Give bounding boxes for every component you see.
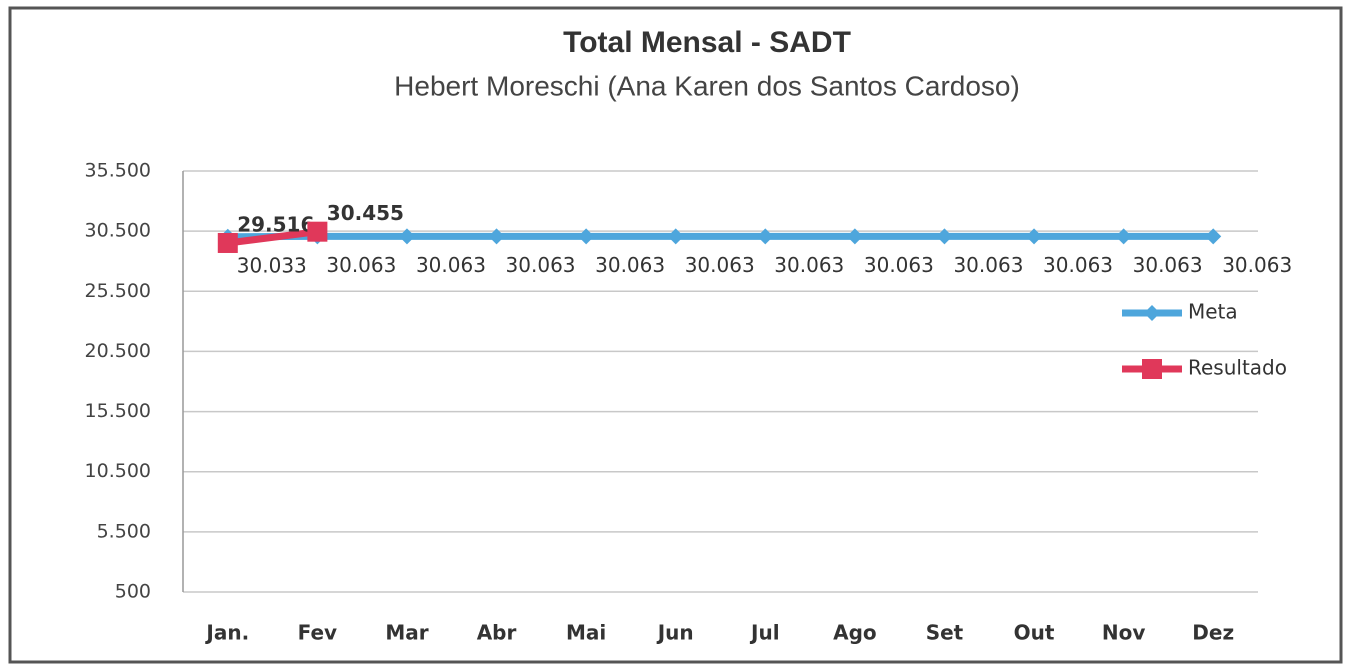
legend-label: Resultado	[1188, 356, 1287, 380]
data-label: 30.063	[685, 253, 755, 277]
legend-marker	[1142, 359, 1162, 379]
marker	[488, 228, 505, 245]
marker	[667, 228, 684, 245]
y-tick-label: 5.500	[97, 520, 151, 542]
x-tick-label: Mar	[385, 621, 428, 645]
data-label: 30.063	[326, 253, 396, 277]
y-tick-label: 25.500	[85, 280, 151, 302]
y-tick-label: 15.500	[85, 400, 151, 422]
marker	[757, 228, 774, 245]
y-tick-label: 500	[115, 581, 151, 603]
y-tick-label: 20.500	[85, 340, 151, 362]
x-tick-label: Nov	[1102, 621, 1146, 645]
y-tick-label: 35.500	[85, 160, 151, 182]
data-label: 30.063	[1043, 253, 1113, 277]
x-tick-label: Jun	[656, 621, 694, 645]
data-label: 30.063	[774, 253, 844, 277]
chart-frame	[8, 6, 1343, 664]
data-label: 30.063	[1133, 253, 1203, 277]
y-tick-label: 10.500	[85, 460, 151, 482]
marker	[217, 232, 238, 253]
x-tick-label: Abr	[477, 621, 517, 645]
x-tick-label: Mai	[566, 621, 606, 645]
data-label: 30.063	[416, 253, 486, 277]
x-tick-label: Dez	[1192, 621, 1234, 645]
chart-title: Total Mensal - SADT	[563, 26, 851, 59]
data-label: 30.063	[1222, 253, 1292, 277]
x-tick-label: Fev	[298, 621, 337, 645]
marker	[846, 228, 863, 245]
legend-marker	[1144, 305, 1160, 321]
x-tick-label: Set	[926, 621, 964, 645]
data-label: 30.063	[953, 253, 1023, 277]
data-label: 29.516	[237, 212, 314, 236]
chart-subtitle: Hebert Moreschi (Ana Karen dos Santos Ca…	[394, 70, 1020, 101]
legend-label: Meta	[1188, 300, 1238, 324]
marker	[1026, 228, 1043, 245]
x-tick-label: Out	[1014, 621, 1055, 645]
marker	[398, 228, 415, 245]
data-label: 30.033	[237, 253, 307, 277]
data-label: 30.063	[506, 253, 576, 277]
marker	[936, 228, 953, 245]
data-label: 30.063	[864, 253, 934, 277]
x-tick-label: Ago	[833, 621, 877, 645]
data-label: 30.063	[595, 253, 665, 277]
marker	[578, 228, 595, 245]
marker	[1205, 228, 1222, 245]
data-label: 30.455	[327, 201, 404, 225]
x-tick-label: Jul	[749, 621, 780, 645]
y-tick-label: 30.500	[85, 220, 151, 242]
series-line	[227, 228, 318, 247]
x-tick-label: Jan.	[204, 621, 249, 645]
marker	[1115, 228, 1132, 245]
marker	[307, 221, 328, 242]
